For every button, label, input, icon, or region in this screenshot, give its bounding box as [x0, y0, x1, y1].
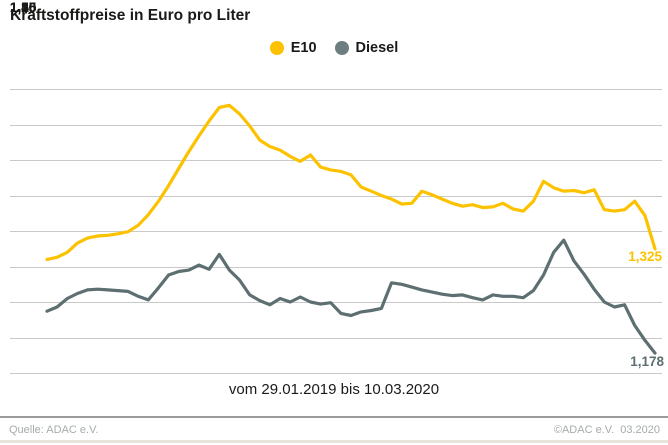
y-axis-tick-label: 1,20: [10, 0, 37, 15]
legend-label-e10: E10: [290, 40, 317, 56]
e10-end-value-label: 1,325: [628, 249, 662, 264]
legend-item-e10: E10: [269, 40, 317, 56]
chart-title: Kraftstoffpreise in Euro pro Liter: [10, 7, 251, 24]
legend-item-diesel: Diesel: [334, 40, 399, 56]
e10-color-dot-icon: [269, 41, 284, 55]
source-credit: Quelle: ADAC e.V.: [9, 424, 99, 436]
gridline: [10, 124, 662, 126]
legend: E10 Diesel: [0, 38, 668, 58]
gridline: [10, 337, 662, 339]
copyright-note: ©ADAC e.V. 03.2020: [553, 424, 660, 436]
gridline: [10, 373, 662, 374]
legend-label-diesel: Diesel: [355, 40, 399, 56]
y-axis-tick-label: 1,30: [10, 0, 37, 15]
diesel-color-dot-icon: [334, 41, 349, 55]
y-axis-tick-label: 1,40: [10, 0, 37, 15]
gridline: [10, 231, 662, 232]
gridline: [10, 195, 662, 197]
bottom-accent-line: [0, 440, 668, 443]
gridline: [10, 160, 662, 161]
y-axis-tick-label: 1,50: [10, 0, 37, 15]
y-axis-tick-label: 1,45: [10, 0, 37, 15]
footer-separator-line: [0, 416, 668, 418]
gridline: [10, 266, 662, 268]
y-axis-tick-label: 1,25: [10, 0, 37, 15]
y-axis-tick-label: 1,35: [10, 0, 37, 15]
y-axis-tick-label: 1,15: [10, 0, 37, 15]
y-axis-tick-label: 1,55: [10, 0, 37, 15]
diesel-price-line: [45, 238, 657, 355]
e10-price-line: [45, 103, 657, 261]
gridline: [10, 89, 662, 90]
date-range-label: vom 29.01.2019 bis 10.03.2020: [228, 381, 440, 398]
diesel-end-value-label: 1,178: [630, 354, 664, 369]
gridline: [10, 302, 662, 303]
